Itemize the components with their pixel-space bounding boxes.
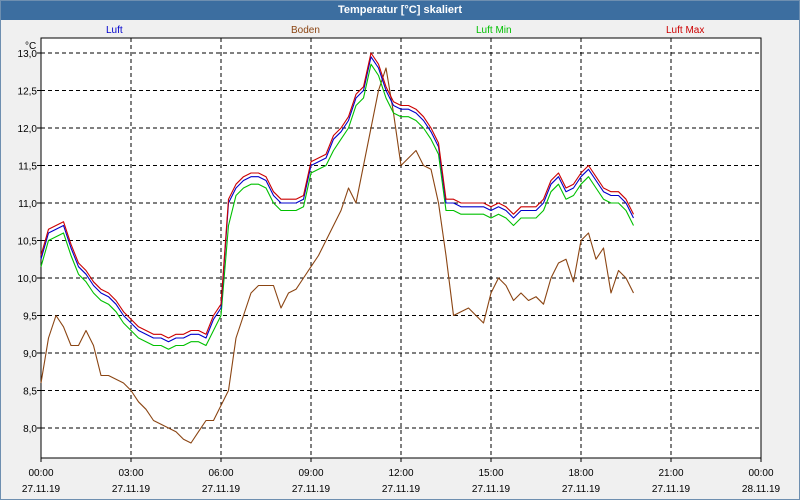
y-tick-label: 11,5 — [18, 162, 37, 173]
series-line-luft — [40, 56, 634, 343]
x-tick-time: 00:00 — [748, 468, 773, 479]
x-tick-date: 27.11.19 — [22, 484, 61, 495]
y-tick-label: 13,0 — [18, 49, 38, 60]
x-tick-date: 27.11.19 — [382, 484, 421, 495]
x-tick-time: 03:00 — [118, 468, 143, 479]
x-axis-ticks: 00:00 27.11.19 03:00 27.11.19 06:00 27.11.19 0… — [22, 458, 781, 495]
series-lines — [40, 52, 634, 444]
y-tick-label: 8,0 — [23, 424, 37, 435]
x-tick-date: 27.11.19 — [472, 484, 511, 495]
y-tick-label: 10,0 — [18, 274, 38, 285]
window-title: Temperatur [°C] skaliert — [1, 1, 799, 20]
y-axis-ticks: 13,0 12,5 12,0 11,5 11,0 10,5 10,0 9,5 9,0 8,5 8,0 — [18, 49, 41, 435]
y-tick-label: 12,5 — [18, 87, 38, 98]
x-tick-date: 27.11.19 — [202, 484, 241, 495]
x-tick-date: 27.11.19 — [112, 484, 151, 495]
x-tick-time: 12:00 — [388, 468, 413, 479]
series-line-luft-max — [40, 52, 634, 339]
x-tick-time: 15:00 — [478, 468, 503, 479]
y-tick-label: 9,0 — [23, 349, 37, 360]
y-tick-label: 9,5 — [23, 312, 37, 323]
x-tick-time: 06:00 — [208, 468, 233, 479]
x-tick-date: 27.11.19 — [292, 484, 331, 495]
x-tick-time: 21:00 — [658, 468, 683, 479]
y-tick-label: 12,0 — [18, 124, 38, 135]
legend-luft-max: Luft Max — [666, 25, 705, 36]
y-tick-label: 10,5 — [18, 237, 38, 248]
series-line-boden — [40, 67, 634, 444]
legend-luft: Luft — [106, 25, 123, 36]
x-tick-time: 18:00 — [568, 468, 593, 479]
series-line-luft-min — [40, 63, 634, 350]
y-tick-label: 11,0 — [18, 199, 37, 210]
x-tick-time: 09:00 — [298, 468, 323, 479]
y-tick-label: 8,5 — [23, 387, 37, 398]
x-tick-date: 27.11.19 — [652, 484, 691, 495]
line-chart: 13,0 12,5 12,0 11,5 11,0 10,5 10,0 9,5 9,0 8,5 8,0… — [18, 37, 781, 495]
legend-luft-min: Luft Min — [476, 25, 512, 36]
x-tick-time: 00:00 — [28, 468, 53, 479]
x-tick-date: 27.11.19 — [562, 484, 601, 495]
legend-boden: Boden — [291, 25, 320, 36]
x-tick-date: 28.11.19 — [742, 484, 781, 495]
grid-lines — [41, 38, 761, 458]
y-axis-label: °C — [25, 41, 36, 52]
